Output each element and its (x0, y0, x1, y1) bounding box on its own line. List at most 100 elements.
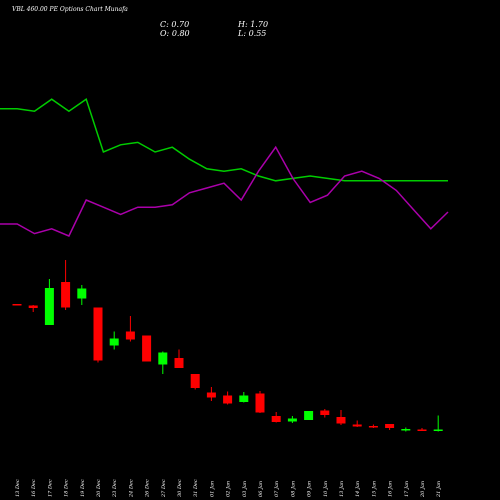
candle-17-dec (44, 279, 54, 325)
candle-20-jan (417, 428, 427, 431)
candle-30-dec (174, 349, 184, 368)
x-tick-label: 13 Jan (339, 481, 345, 497)
x-tick-label: 02 Jan (226, 481, 232, 497)
candle-01-jan (206, 387, 216, 401)
candle-24-dec (125, 316, 135, 342)
candle-17-jan (401, 427, 411, 432)
candle-body (385, 424, 395, 428)
candle-body (368, 426, 378, 428)
candle-body (336, 417, 346, 424)
x-tick-label: 18 Dec (64, 479, 70, 497)
candle-body (142, 335, 152, 362)
candle-body (125, 331, 135, 340)
candle-09-jan (304, 411, 314, 420)
x-tick-label: 10 Jan (323, 481, 329, 497)
x-tick-label: 17 Dec (47, 479, 53, 497)
candle-body (206, 392, 216, 398)
x-tick-label: 30 Dec (177, 479, 183, 497)
x-tick-label: 13 Dec (15, 479, 21, 497)
x-tick-label: 16 Dec (31, 479, 37, 497)
candle-body (190, 374, 200, 388)
candle-31-dec (190, 374, 200, 390)
candle-13-jan (336, 410, 346, 425)
candle-27-dec (158, 351, 168, 374)
candle-14-jan (352, 420, 362, 427)
indicator-lines (0, 98, 449, 237)
close-readout: C: 0.70 (160, 20, 189, 29)
candle-body (320, 410, 330, 415)
candle-body (77, 288, 87, 299)
high-readout: H: 1.70 (238, 20, 268, 29)
indicator-line-2 (0, 145, 449, 237)
x-tick-label: 08 Jan (290, 481, 296, 497)
chart-title: VBL 460.00 PE Options Chart Munafa (12, 6, 128, 13)
low-readout: L: 0.55 (238, 29, 266, 38)
x-tick-label: 15 Jan (371, 481, 377, 497)
low-label: L: (238, 29, 247, 38)
x-tick-label: 26 Dec (145, 479, 151, 498)
x-tick-label: 07 Jan (274, 481, 280, 497)
x-tick-label: 24 Dec (128, 479, 134, 498)
candle-16-jan (385, 424, 395, 430)
candle-body (401, 429, 411, 431)
candle-body (223, 395, 233, 404)
candle-10-jan (320, 409, 330, 418)
indicator-line-1 (0, 98, 448, 182)
x-tick-label: 14 Jan (355, 481, 361, 497)
candle-body (287, 418, 297, 422)
x-tick-label: 27 Dec (161, 479, 167, 498)
x-tick-label: 20 Dec (96, 479, 102, 498)
candle-body (433, 429, 443, 431)
close-label: C: (160, 20, 169, 29)
close-value: 0.70 (171, 20, 190, 29)
x-tick-label: 06 Jan (258, 481, 264, 497)
open-readout: O: 0.80 (160, 29, 190, 38)
candle-15-jan (368, 424, 378, 428)
candle-19-dec (77, 285, 87, 305)
candle-26-dec (142, 335, 152, 362)
x-tick-label: 09 Jan (307, 481, 313, 497)
candle-body (174, 358, 184, 368)
candle-18-dec (61, 260, 71, 310)
x-tick-label: 23 Dec (112, 479, 118, 498)
open-label: O: (160, 29, 170, 38)
candle-body (304, 411, 314, 420)
candle-body (12, 304, 22, 306)
candle-03-jan (239, 392, 249, 403)
candle-body (352, 424, 362, 427)
candle-06-jan (255, 391, 265, 413)
candle-body (255, 393, 265, 413)
candle-body (417, 429, 427, 431)
x-tick-label: 21 Jan (436, 481, 442, 498)
low-value: 0.55 (248, 29, 267, 38)
open-value: 0.80 (171, 29, 190, 38)
high-value: 1.70 (250, 20, 269, 29)
candle-02-jan (223, 391, 233, 405)
candle-body (239, 395, 249, 402)
candle-23-dec (109, 331, 119, 350)
candle-20-dec (93, 307, 103, 363)
x-tick-label: 20 Jan (420, 481, 426, 498)
candle-body (61, 282, 71, 308)
candle-08-jan (287, 416, 297, 423)
candles (12, 260, 443, 432)
candle-16-dec (28, 305, 38, 312)
x-tick-label: 17 Jan (404, 481, 410, 497)
candle-body (44, 288, 54, 325)
candle-body (28, 305, 38, 308)
x-tick-label: 19 Dec (80, 479, 86, 497)
candle-body (93, 307, 103, 361)
x-axis: 13 Dec 16 Dec 17 Dec 18 Dec 19 Dec 20 Dec 23 D… (15, 479, 442, 498)
x-tick-label: 31 Dec (193, 479, 199, 497)
candle-13-dec (12, 304, 22, 306)
candle-body (109, 338, 119, 346)
candle-21-jan (433, 415, 443, 432)
high-label: H: (238, 20, 248, 29)
x-tick-label: 01 Jan (209, 481, 215, 497)
x-tick-label: 03 Jan (242, 481, 248, 497)
candle-body (271, 416, 281, 422)
candle-07-jan (271, 412, 281, 423)
candle-body (158, 352, 168, 365)
x-tick-label: 16 Jan (388, 481, 394, 497)
